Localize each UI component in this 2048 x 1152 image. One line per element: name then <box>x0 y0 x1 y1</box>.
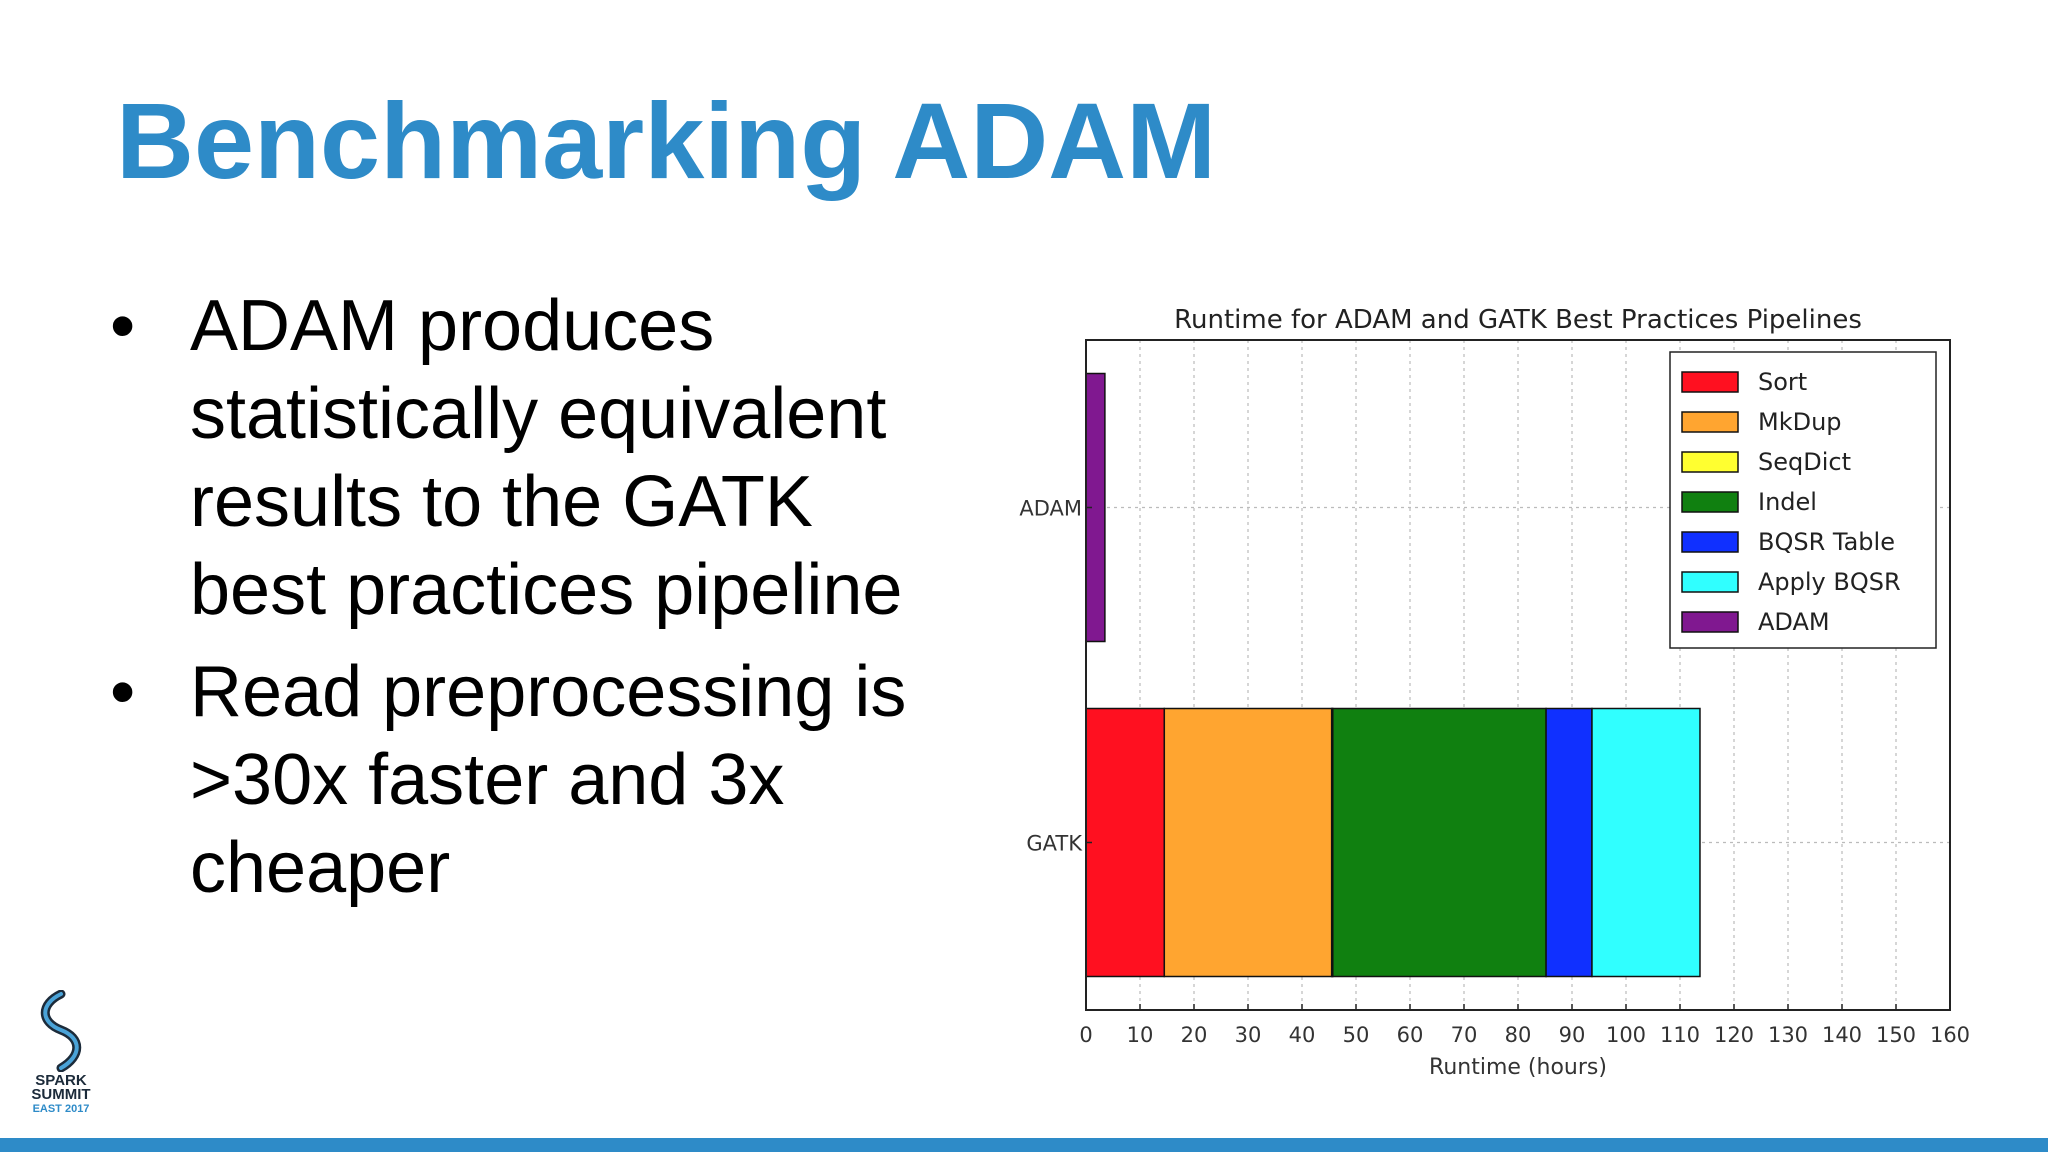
runtime-chart: Runtime for ADAM and GATK Best Practices… <box>990 290 1990 1080</box>
bullet-list: ADAM produces statistically equivalent r… <box>110 282 940 926</box>
x-axis-label: Runtime (hours) <box>1429 1055 1607 1080</box>
x-tick-label: 80 <box>1505 1023 1532 1047</box>
bar-segment <box>1332 707 1547 978</box>
logo-text-spark: SPARK <box>35 1072 87 1089</box>
legend-label: BQSR Table <box>1758 528 1895 556</box>
x-tick-label: 70 <box>1451 1023 1478 1047</box>
footer-bar <box>0 1138 2048 1152</box>
x-tick-label: 100 <box>1606 1023 1646 1047</box>
legend-label: MkDup <box>1758 408 1842 436</box>
bullet-item: ADAM produces statistically equivalent r… <box>110 282 940 634</box>
legend-swatch <box>1681 611 1739 633</box>
x-tick-label: 10 <box>1127 1023 1154 1047</box>
logo-text-summit: SUMMIT <box>31 1086 91 1103</box>
x-tick-label: 160 <box>1930 1023 1970 1047</box>
x-tick-label: 60 <box>1397 1023 1424 1047</box>
x-tick-label: 50 <box>1343 1023 1370 1047</box>
legend-swatch <box>1681 371 1739 393</box>
spark-summit-logo: SPARK SUMMIT EAST 2017 <box>18 989 104 1120</box>
y-tick-label: ADAM <box>1019 497 1082 521</box>
legend-swatch <box>1681 411 1739 433</box>
slide-title: Benchmarking ADAM <box>116 80 1217 201</box>
x-tick-label: 30 <box>1235 1023 1262 1047</box>
spark-logo-icon <box>40 989 82 1073</box>
logo-text-event: EAST 2017 <box>32 1103 90 1115</box>
bar-segment <box>1591 707 1701 978</box>
x-tick-label: 120 <box>1714 1023 1754 1047</box>
x-tick-label: 110 <box>1660 1023 1700 1047</box>
legend-label: Indel <box>1758 488 1817 516</box>
chart-title: Runtime for ADAM and GATK Best Practices… <box>1174 305 1862 335</box>
runtime-chart-svg: Runtime for ADAM and GATK Best Practices… <box>1019 305 1970 1080</box>
y-tick-label: GATK <box>1026 832 1083 856</box>
x-tick-label: 130 <box>1768 1023 1808 1047</box>
bullet-item: Read preprocessing is >30x faster and 3x… <box>110 648 940 912</box>
legend-label: Apply BQSR <box>1758 568 1901 596</box>
x-tick-label: 20 <box>1181 1023 1208 1047</box>
x-tick-label: 140 <box>1822 1023 1862 1047</box>
bar-segment <box>1163 707 1333 978</box>
bar-segment <box>1085 707 1166 978</box>
legend-label: SeqDict <box>1758 448 1851 476</box>
legend-swatch <box>1681 451 1739 473</box>
x-tick-label: 40 <box>1289 1023 1316 1047</box>
legend-swatch <box>1681 491 1739 513</box>
bar-segment <box>1545 707 1593 978</box>
x-tick-label: 90 <box>1559 1023 1586 1047</box>
x-tick-label: 150 <box>1876 1023 1916 1047</box>
legend-label: Sort <box>1758 368 1807 396</box>
legend-label: ADAM <box>1758 608 1830 636</box>
legend-swatch <box>1681 531 1739 553</box>
legend-swatch <box>1681 571 1739 593</box>
x-tick-label: 0 <box>1079 1023 1092 1047</box>
